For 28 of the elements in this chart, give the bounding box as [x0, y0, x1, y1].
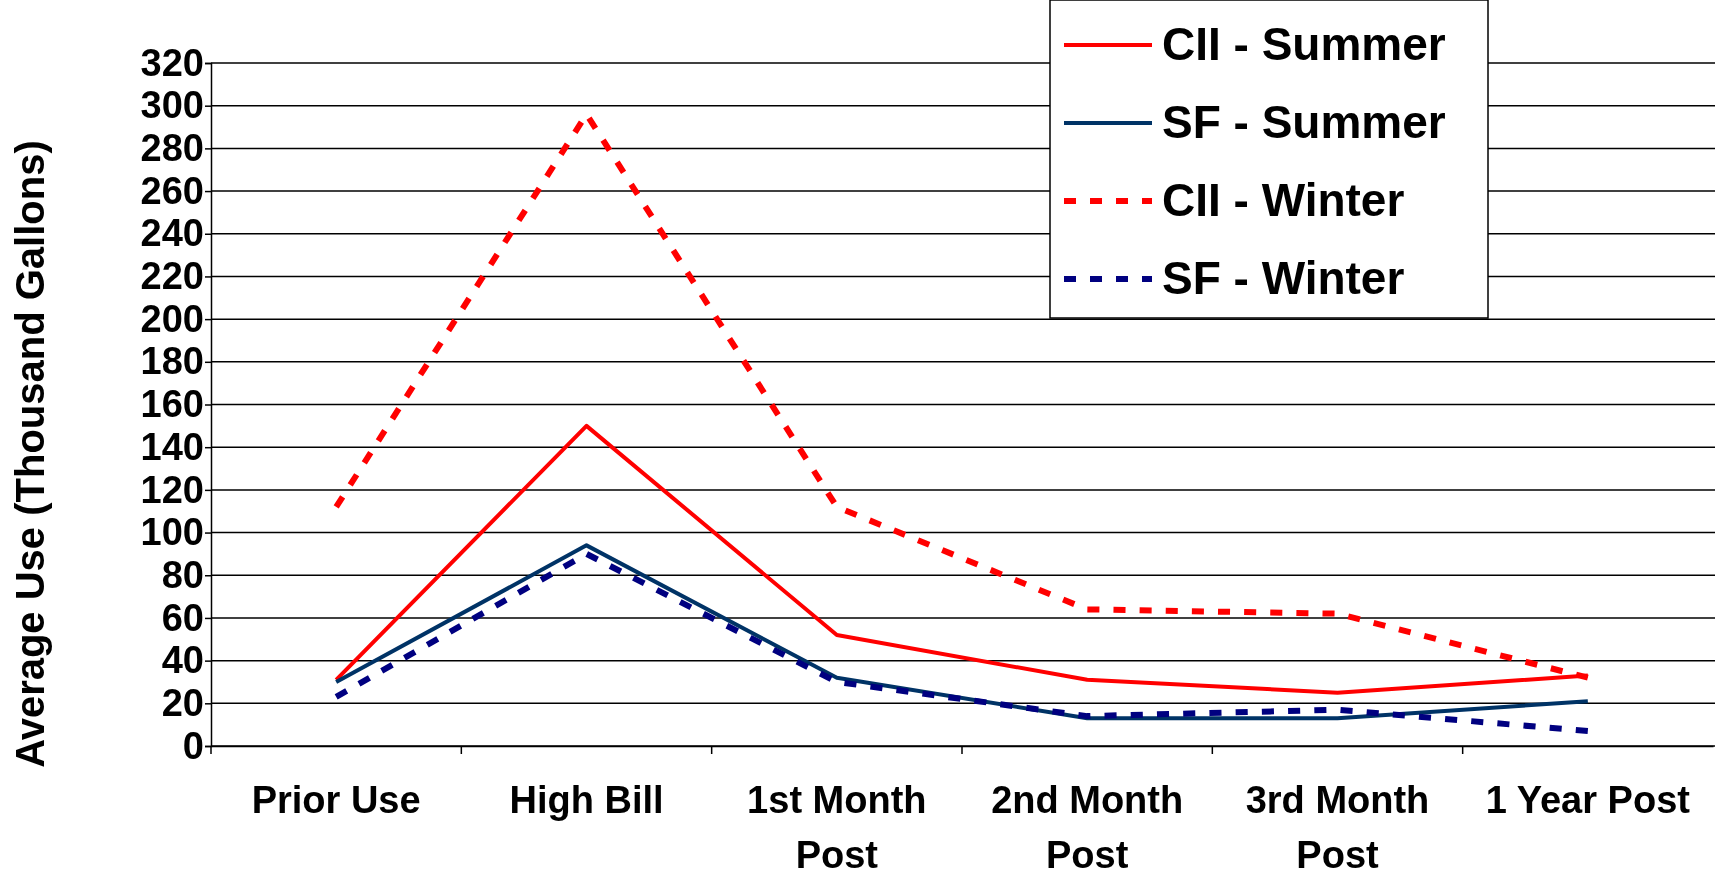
legend-label: CII - Summer — [1162, 18, 1446, 70]
x-tick-label: High Bill — [509, 778, 664, 821]
y-tick-label: 20 — [161, 681, 204, 724]
x-tick-label: 3rd Month Post — [1245, 778, 1430, 877]
y-tick-label: 300 — [140, 84, 204, 127]
y-tick-label: 240 — [140, 212, 204, 255]
y-tick-label: 160 — [140, 383, 204, 426]
x-tick-label: 1st Month Post — [747, 778, 927, 877]
y-axis-title: Average Use (Thousand Gallons) — [8, 140, 52, 768]
legend-label: SF - Winter — [1162, 252, 1405, 304]
legend-label: SF - Summer — [1162, 96, 1446, 148]
y-tick-label: 140 — [140, 425, 204, 468]
y-tick-label: 120 — [140, 468, 204, 511]
y-tick-label: 60 — [161, 596, 204, 639]
y-tick-label: 80 — [161, 553, 204, 596]
y-tick-label: 0 — [182, 724, 204, 767]
y-tick-label: 280 — [140, 127, 204, 170]
y-tick-label: 100 — [140, 511, 204, 554]
y-tick-label: 320 — [140, 41, 204, 84]
y-tick-label: 40 — [161, 639, 204, 682]
x-tick-label: 2nd Month Post — [991, 778, 1184, 877]
x-tick-label: Prior Use — [251, 778, 421, 821]
legend-label: CII - Winter — [1162, 174, 1405, 226]
y-tick-label: 180 — [140, 340, 204, 383]
y-tick-label: 260 — [140, 169, 204, 212]
x-tick-label: 1 Year Post — [1485, 778, 1691, 821]
y-tick-label: 200 — [140, 297, 204, 340]
y-tick-label: 220 — [140, 255, 204, 298]
